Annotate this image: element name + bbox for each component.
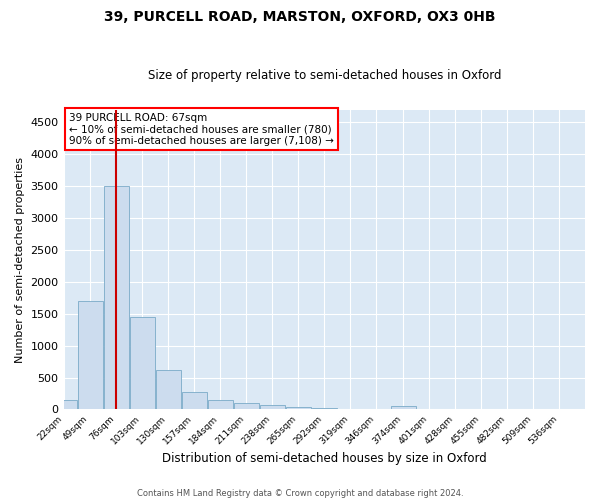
Text: 39 PURCELL ROAD: 67sqm
← 10% of semi-detached houses are smaller (780)
90% of se: 39 PURCELL ROAD: 67sqm ← 10% of semi-det…	[69, 112, 334, 146]
Bar	[155, 370, 181, 410]
Bar	[52, 400, 77, 409]
Bar	[286, 407, 311, 410]
Bar	[104, 186, 128, 410]
Title: Size of property relative to semi-detached houses in Oxford: Size of property relative to semi-detach…	[148, 69, 501, 82]
Text: 39, PURCELL ROAD, MARSTON, OXFORD, OX3 0HB: 39, PURCELL ROAD, MARSTON, OXFORD, OX3 0…	[104, 10, 496, 24]
Bar	[260, 406, 285, 409]
Bar	[130, 317, 155, 410]
Bar	[77, 301, 103, 410]
Bar	[338, 408, 363, 410]
Y-axis label: Number of semi-detached properties: Number of semi-detached properties	[15, 156, 25, 362]
Bar	[208, 400, 233, 409]
Bar	[364, 409, 389, 410]
Text: Contains HM Land Registry data © Crown copyright and database right 2024.: Contains HM Land Registry data © Crown c…	[137, 488, 463, 498]
Bar	[312, 408, 337, 410]
Bar	[233, 403, 259, 409]
Bar	[182, 392, 206, 409]
X-axis label: Distribution of semi-detached houses by size in Oxford: Distribution of semi-detached houses by …	[162, 452, 487, 465]
Bar	[391, 406, 416, 409]
